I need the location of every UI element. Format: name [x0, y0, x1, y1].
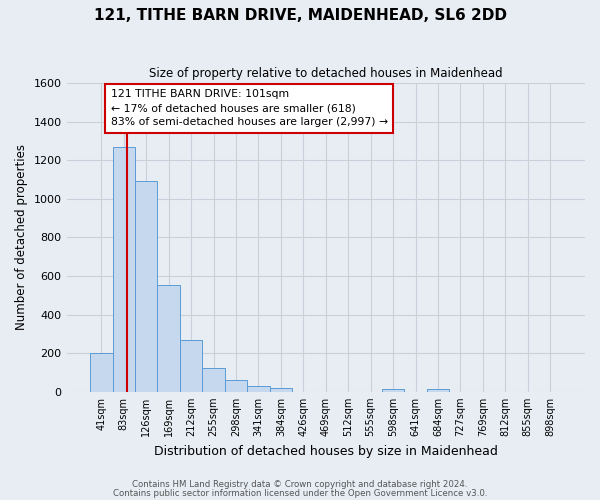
- Text: Contains public sector information licensed under the Open Government Licence v3: Contains public sector information licen…: [113, 489, 487, 498]
- Bar: [180, 340, 202, 392]
- Text: 121, TITHE BARN DRIVE, MAIDENHEAD, SL6 2DD: 121, TITHE BARN DRIVE, MAIDENHEAD, SL6 2…: [94, 8, 506, 22]
- Bar: [382, 389, 404, 392]
- Bar: [202, 368, 225, 392]
- Text: Contains HM Land Registry data © Crown copyright and database right 2024.: Contains HM Land Registry data © Crown c…: [132, 480, 468, 489]
- Bar: [90, 353, 113, 392]
- X-axis label: Distribution of detached houses by size in Maidenhead: Distribution of detached houses by size …: [154, 444, 498, 458]
- Bar: [427, 389, 449, 392]
- Bar: [113, 146, 135, 392]
- Bar: [225, 380, 247, 392]
- Bar: [269, 388, 292, 392]
- Bar: [157, 284, 180, 392]
- Title: Size of property relative to detached houses in Maidenhead: Size of property relative to detached ho…: [149, 68, 503, 80]
- Bar: [135, 180, 157, 392]
- Y-axis label: Number of detached properties: Number of detached properties: [15, 144, 28, 330]
- Bar: [247, 386, 269, 392]
- Text: 121 TITHE BARN DRIVE: 101sqm
← 17% of detached houses are smaller (618)
83% of s: 121 TITHE BARN DRIVE: 101sqm ← 17% of de…: [110, 89, 388, 127]
